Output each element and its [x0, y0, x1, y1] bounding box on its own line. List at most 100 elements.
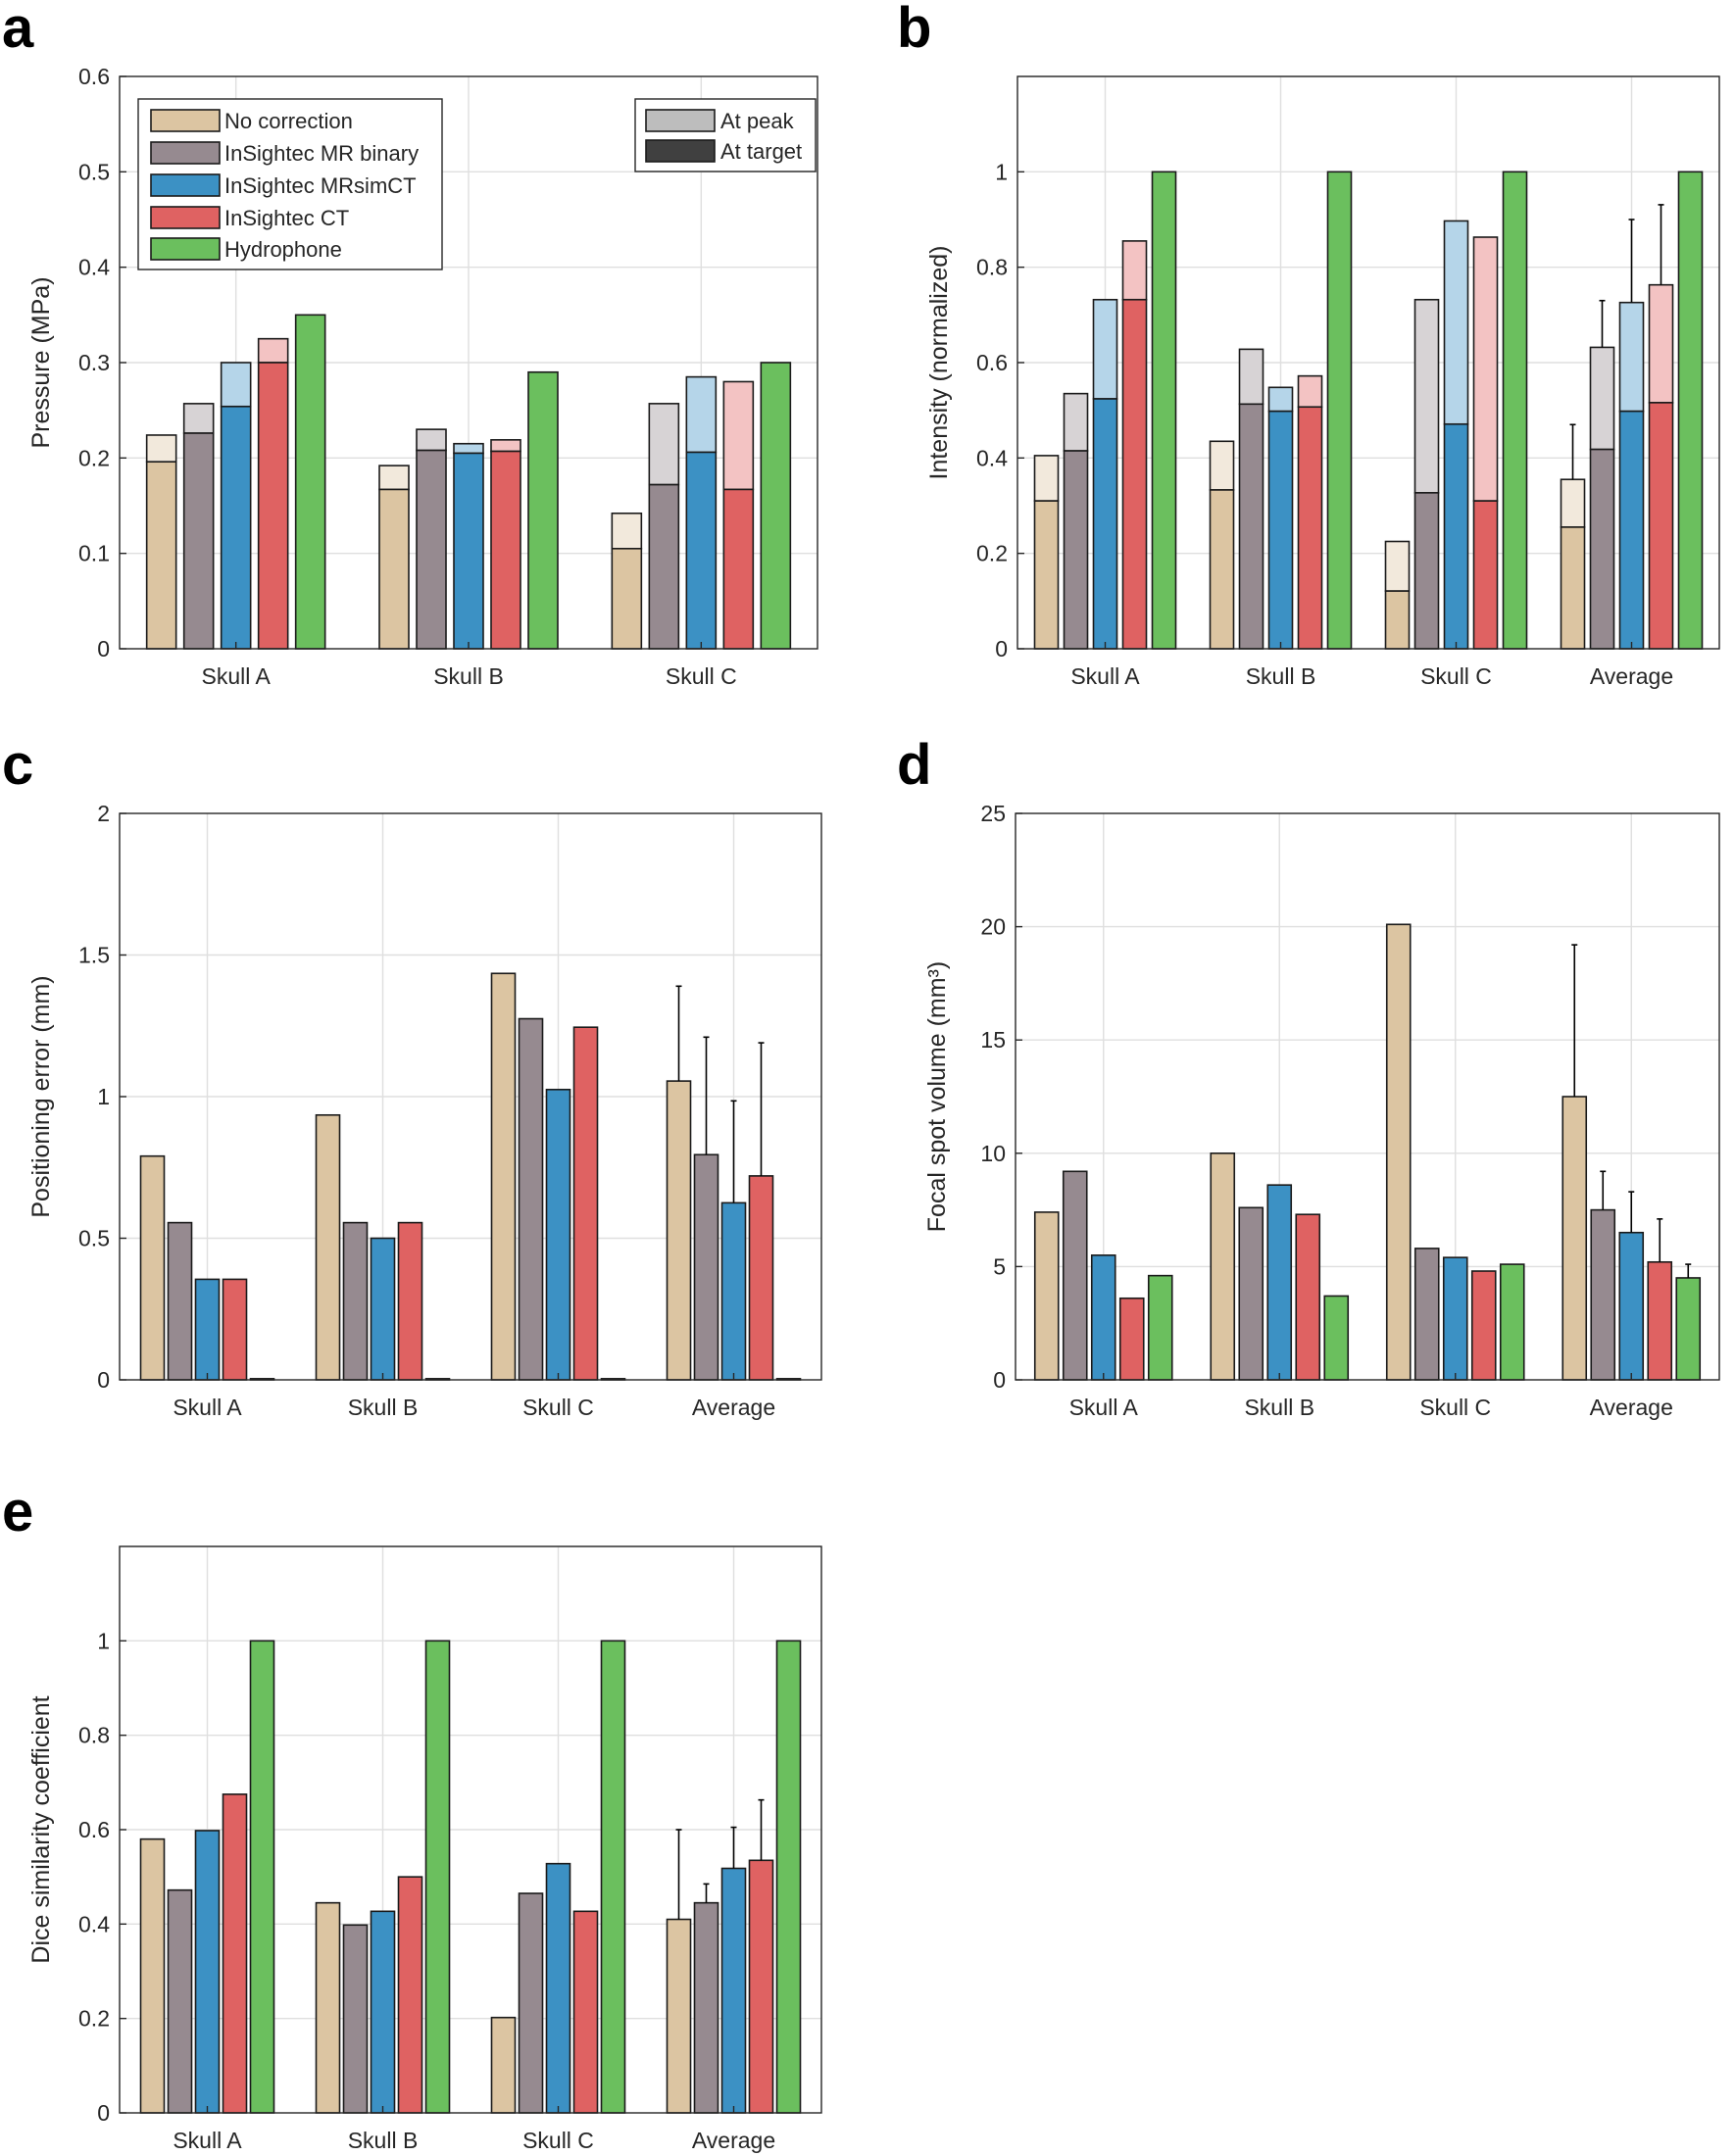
bar-insightec-mr-binary-skull-c: [518, 1017, 544, 1381]
legend-swatch-hydrophone: [150, 237, 221, 261]
bar-target-insightec-ct-skull-b: [1297, 406, 1323, 650]
bar-insightec-mrsimct-skull-a: [1090, 1254, 1116, 1381]
chart-panel-c: 0 0.5 1 1.5 2 Skull A Skull B Skull C Average Pos…: [27, 801, 822, 1420]
y-axis-label: Intensity (normalized): [925, 246, 953, 480]
bar-no-correction-skull-c: [1385, 923, 1412, 1381]
bar-target-no-correction-skull-c: [1384, 590, 1411, 650]
bar-target-insightec-mrsimct-skull-b: [1267, 410, 1294, 650]
bar-no-correction-skull-a: [1033, 1211, 1060, 1381]
bar-insightec-ct-average: [748, 1175, 774, 1381]
legend-swatch-mr-binary: [150, 141, 221, 165]
bar-target-insightec-mr-binary-skull-a: [1063, 450, 1089, 650]
chart-panel-e: 0 0.2 0.4 0.6 0.8 1 Skull A Skull B Skull C Avera…: [27, 1545, 822, 2153]
x-tick-label-average: Average: [1590, 663, 1673, 689]
bar-insightec-ct-skull-b: [397, 1221, 423, 1381]
bar-hydrophone-skull-c: [1499, 1263, 1525, 1381]
bar-target-hydrophone-average: [1677, 171, 1704, 650]
bar-peak-no-correction-skull-a: [1033, 455, 1060, 502]
bar-insightec-ct-skull-b: [1295, 1213, 1321, 1381]
legend-series: No correction InSightec MR binary InSigh…: [137, 98, 443, 270]
bar-insightec-mrsimct-skull-c: [545, 1862, 571, 2114]
bar-target-no-correction-skull-a: [1033, 500, 1060, 650]
bar-peak-no-correction-skull-b: [378, 465, 410, 491]
bar-hydrophone-skull-b: [1323, 1295, 1350, 1381]
bar-peak-insightec-mr-binary-average: [1589, 346, 1615, 451]
x-tick-label-skull-c: Skull C: [1419, 1395, 1491, 1420]
x-tick-label-skull-a: Skull A: [1070, 663, 1140, 689]
y-tick-label: 2: [97, 801, 110, 826]
bar-no-correction-average: [1562, 1096, 1588, 1381]
bar-insightec-mr-binary-average: [693, 1153, 719, 1381]
x-tick-label-skull-c: Skull C: [522, 2128, 594, 2153]
bar-insightec-mr-binary-skull-a: [1062, 1170, 1088, 1381]
legend-label-at-peak: At peak: [720, 109, 795, 133]
y-tick-label: 0.2: [78, 2006, 110, 2032]
bar-insightec-mr-binary-average: [693, 1901, 719, 2114]
bar-target-insightec-ct-skull-b: [490, 450, 521, 650]
y-tick-label: 0: [993, 1367, 1006, 1393]
panel-letter-e: e: [2, 1480, 33, 1544]
x-tick-label-skull-c: Skull C: [1420, 663, 1492, 689]
bar-target-hydrophone-skull-a: [294, 314, 326, 650]
panel-letter-a: a: [2, 0, 34, 60]
x-tick-label-skull-a: Skull A: [173, 2128, 242, 2153]
x-tick-label-skull-b: Skull B: [348, 2128, 419, 2153]
bar-insightec-mrsimct-average: [720, 1867, 747, 2114]
x-tick-label-skull-c: Skull C: [666, 663, 737, 689]
bar-peak-no-correction-average: [1560, 478, 1586, 528]
y-tick-label: 0.8: [976, 255, 1008, 280]
bar-no-correction-skull-c: [490, 972, 517, 1381]
bar-target-insightec-ct-skull-c: [722, 488, 755, 650]
y-tick-label: 1: [97, 1628, 110, 1653]
x-tick-label-skull-a: Skull A: [202, 663, 272, 689]
y-tick-label: 0.6: [78, 64, 110, 89]
bar-peak-insightec-ct-skull-b: [490, 439, 521, 453]
y-tick-label: 10: [980, 1141, 1006, 1166]
y-tick-label: 0.4: [78, 255, 110, 280]
legend-swatch-at-peak: [645, 109, 716, 132]
bar-hydrophone-skull-c: [600, 1640, 626, 2114]
bar-insightec-ct-skull-c: [1470, 1270, 1497, 1381]
bar-target-hydrophone-skull-b: [1326, 171, 1353, 650]
bar-insightec-mr-binary-skull-a: [167, 1221, 193, 1381]
bar-peak-insightec-ct-skull-c: [1472, 236, 1499, 502]
bar-no-correction-skull-b: [315, 1901, 341, 2114]
bar-insightec-mr-binary-skull-b: [342, 1221, 369, 1381]
bar-no-correction-skull-b: [315, 1113, 341, 1381]
bar-target-hydrophone-skull-c: [1502, 171, 1528, 650]
y-tick-label: 1.5: [78, 943, 110, 968]
y-axis-label: Focal spot volume (mm³): [923, 961, 951, 1232]
bar-peak-insightec-mr-binary-skull-b: [1238, 348, 1264, 406]
bar-insightec-mrsimct-skull-b: [370, 1910, 396, 2114]
x-tick-label-skull-c: Skull C: [522, 1395, 594, 1420]
legend-label-hydrophone: Hydrophone: [224, 237, 342, 262]
x-tick-label-skull-b: Skull B: [1246, 663, 1316, 689]
bar-target-insightec-mr-binary-skull-b: [1238, 403, 1264, 650]
bar-peak-insightec-mrsimct-skull-b: [1267, 386, 1294, 413]
bar-no-correction-average: [666, 1918, 692, 2114]
x-tick-label-skull-a: Skull A: [1069, 1395, 1139, 1420]
chart-panel-d: 0 5 10 15 20 25 Skull A Skull B Skull C Average Fo…: [923, 801, 1720, 1420]
x-tick-label-average: Average: [692, 1395, 775, 1420]
bar-peak-insightec-mr-binary-skull-a: [1063, 392, 1089, 452]
y-tick-label: 0.3: [78, 350, 110, 375]
axis-box: [1015, 812, 1720, 1381]
x-tick-label-skull-b: Skull B: [1244, 1395, 1314, 1420]
bar-insightec-ct-skull-b: [397, 1876, 423, 2114]
bar-peak-no-correction-skull-c: [1384, 540, 1411, 592]
y-axis-label: Dice similarity coefficient: [27, 1695, 55, 1963]
x-tick-label-average: Average: [1590, 1395, 1673, 1420]
legend-swatch-no-correction: [150, 109, 221, 132]
y-tick-label: 0: [995, 636, 1008, 662]
y-tick-label: 0.6: [976, 350, 1008, 375]
bar-target-insightec-mr-binary-skull-c: [1413, 492, 1440, 650]
y-tick-label: 0.6: [78, 1817, 110, 1842]
bar-target-insightec-ct-skull-a: [1121, 298, 1148, 650]
y-tick-label: 0.4: [976, 445, 1008, 470]
panel-letter-b: b: [897, 0, 931, 60]
bar-no-correction-average: [666, 1080, 692, 1381]
bar-peak-insightec-mr-binary-skull-c: [1413, 298, 1440, 494]
y-tick-label: 0.2: [976, 541, 1008, 566]
bar-insightec-mr-binary-skull-b: [342, 1924, 369, 2114]
bar-insightec-mr-binary-skull-c: [518, 1892, 544, 2114]
